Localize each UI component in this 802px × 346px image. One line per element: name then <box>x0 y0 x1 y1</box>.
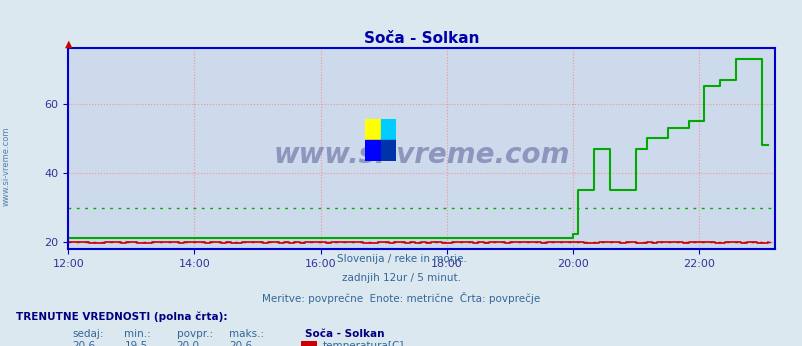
Text: Slovenija / reke in morje.: Slovenija / reke in morje. <box>336 254 466 264</box>
Bar <box>365 140 380 161</box>
Text: 20,0: 20,0 <box>176 341 200 346</box>
Text: www.si-vreme.com: www.si-vreme.com <box>2 126 11 206</box>
Text: 19,5: 19,5 <box>124 341 148 346</box>
Text: Meritve: povprečne  Enote: metrične  Črta: povprečje: Meritve: povprečne Enote: metrične Črta:… <box>262 292 540 304</box>
Text: TRENUTNE VREDNOSTI (polna črta):: TRENUTNE VREDNOSTI (polna črta): <box>16 311 227 322</box>
Text: maks.:: maks.: <box>229 329 264 339</box>
Text: ▲: ▲ <box>64 38 72 48</box>
Text: min.:: min.: <box>124 329 151 339</box>
Text: sedaj:: sedaj: <box>72 329 103 339</box>
Text: www.si-vreme.com: www.si-vreme.com <box>273 141 569 169</box>
Text: Soča - Solkan: Soča - Solkan <box>305 329 384 339</box>
Bar <box>365 119 380 140</box>
Text: 20,6: 20,6 <box>229 341 252 346</box>
Text: 20,6: 20,6 <box>72 341 95 346</box>
Title: Soča - Solkan: Soča - Solkan <box>363 31 479 46</box>
Bar <box>380 140 395 161</box>
Text: zadnjih 12ur / 5 minut.: zadnjih 12ur / 5 minut. <box>342 273 460 283</box>
Text: temperatura[C]: temperatura[C] <box>322 341 403 346</box>
Bar <box>380 119 395 140</box>
Text: povpr.:: povpr.: <box>176 329 213 339</box>
